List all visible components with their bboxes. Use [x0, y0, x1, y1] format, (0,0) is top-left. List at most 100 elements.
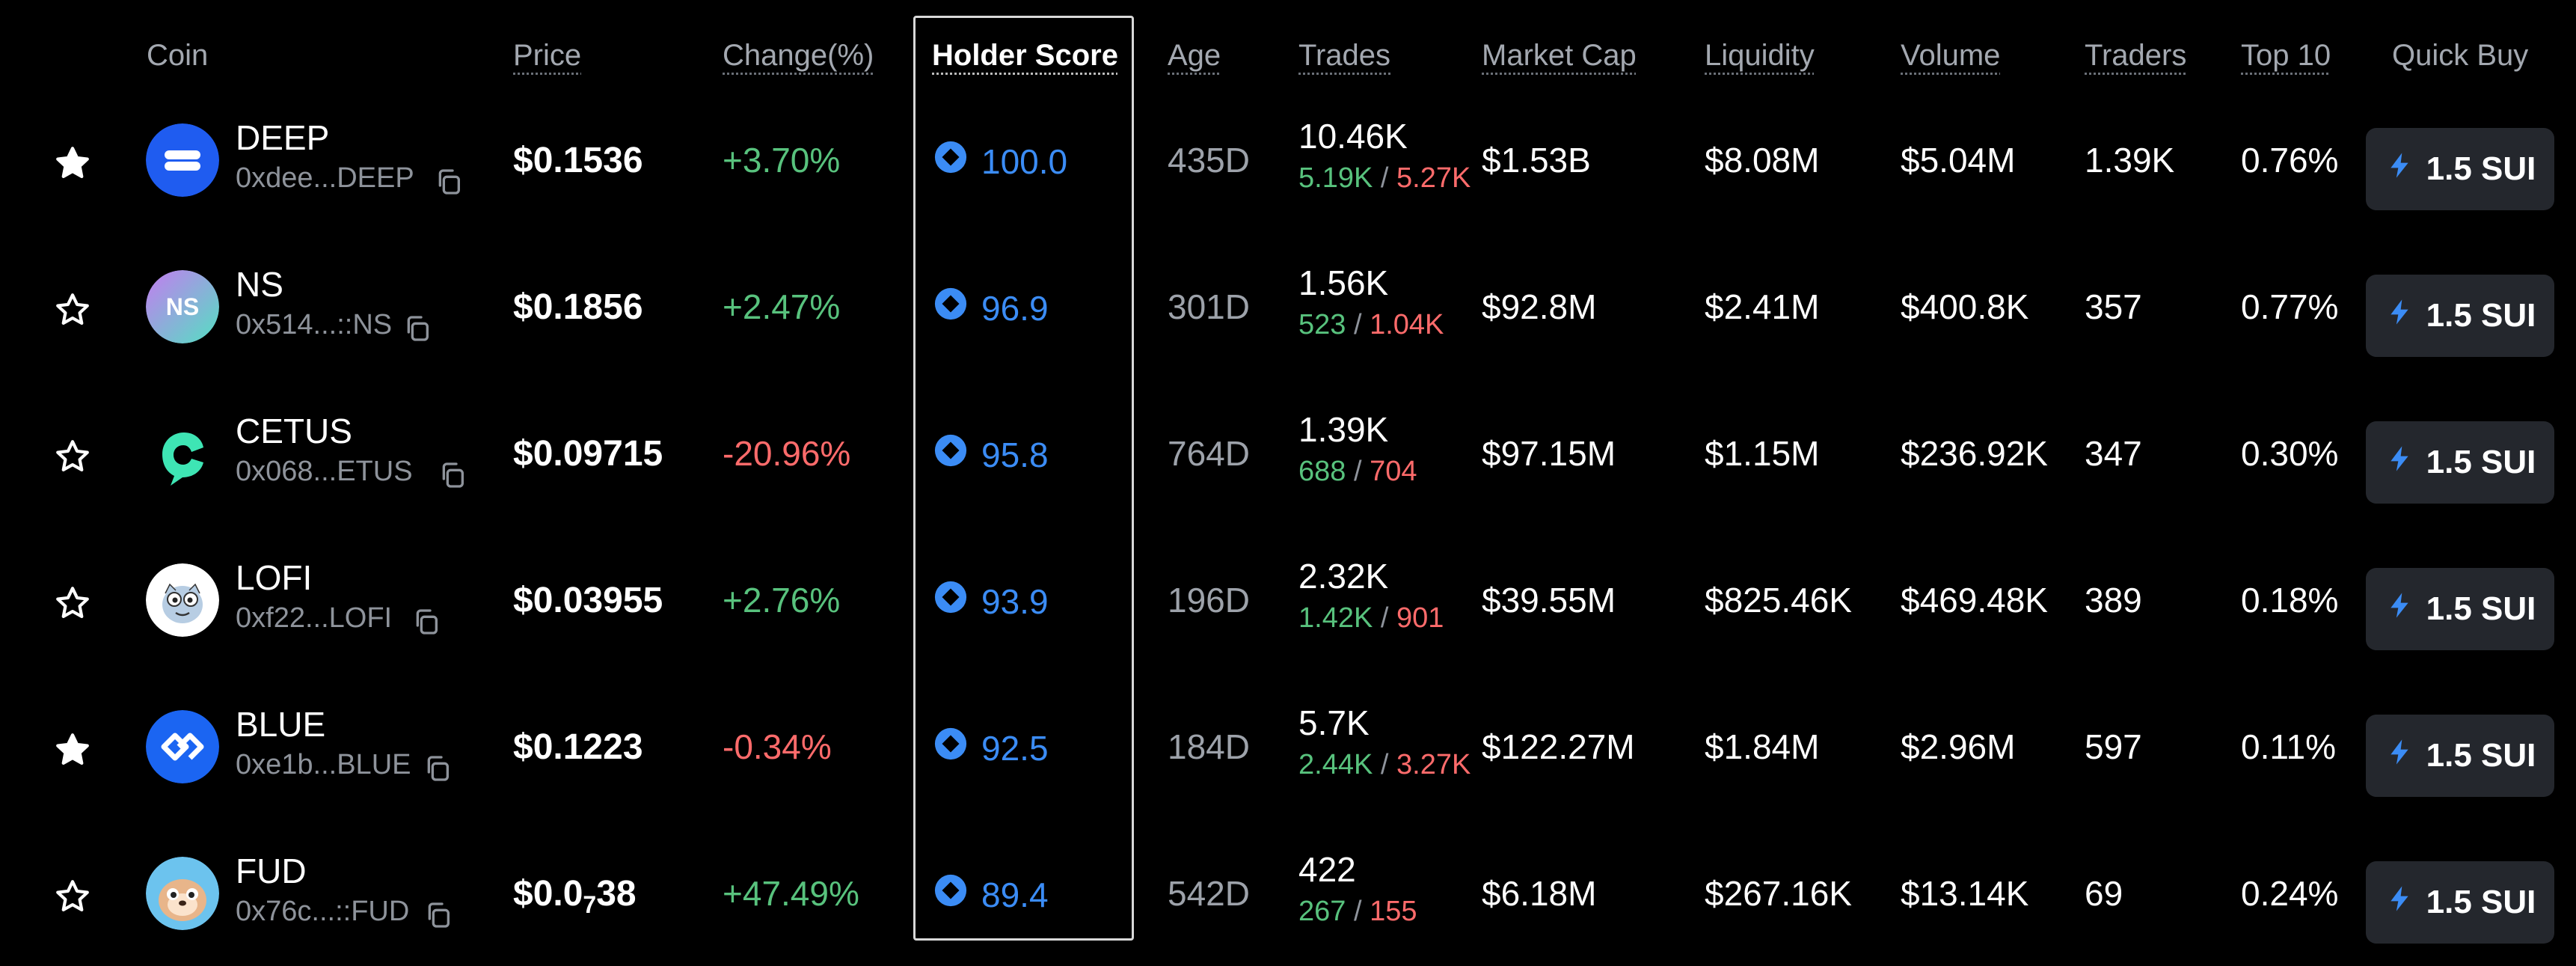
- price-change: -0.34%: [723, 727, 832, 766]
- table-row[interactable]: DEEP 0xdee...DEEP $0.1536 +3.70% 100.0 435D 10…: [0, 86, 2576, 233]
- col-header-top10[interactable]: Top 10: [2241, 39, 2331, 72]
- volume: $469.48K: [1901, 581, 2048, 620]
- token-price: $0.0738: [513, 874, 637, 918]
- volume: $13.14K: [1901, 874, 2029, 913]
- holder-score-icon: [933, 140, 968, 183]
- col-header-price[interactable]: Price: [513, 39, 582, 72]
- holder-score: 89.4: [933, 873, 1049, 916]
- col-header-trades[interactable]: Trades: [1298, 39, 1391, 72]
- svg-text:NS: NS: [166, 293, 199, 320]
- quick-buy-button[interactable]: 1.5 SUI: [2366, 128, 2554, 210]
- trades-buy-sell: 1.42K / 901: [1298, 602, 1444, 634]
- buy-count: 688: [1298, 456, 1346, 487]
- token-symbol[interactable]: DEEP: [236, 118, 330, 157]
- token-symbol[interactable]: LOFI: [236, 558, 313, 597]
- buy-count: 2.44K: [1298, 749, 1373, 780]
- price-change: +2.47%: [723, 287, 841, 326]
- token-symbol[interactable]: FUD: [236, 852, 307, 890]
- price-change: +2.76%: [723, 581, 841, 620]
- price-change: +47.49%: [723, 874, 859, 913]
- token-age: 301D: [1168, 287, 1250, 326]
- token-avatar: [146, 710, 219, 783]
- holder-score-icon: [933, 287, 968, 329]
- copy-icon[interactable]: [438, 460, 467, 490]
- top10-share: 0.77%: [2241, 287, 2339, 326]
- sell-count: 901: [1396, 602, 1444, 634]
- holder-score: 93.9: [933, 580, 1049, 623]
- favorite-star-icon[interactable]: [54, 144, 91, 182]
- quick-buy-button[interactable]: 1.5 SUI: [2366, 275, 2554, 357]
- lightning-icon: [2385, 444, 2414, 482]
- token-price: $0.1223: [513, 727, 643, 767]
- buy-count: 267: [1298, 896, 1346, 927]
- top10-share: 0.30%: [2241, 434, 2339, 473]
- token-price: $0.1536: [513, 141, 643, 180]
- market-cap: $39.55M: [1482, 581, 1616, 620]
- token-symbol[interactable]: BLUE: [236, 705, 326, 744]
- price-change: -20.96%: [723, 434, 851, 473]
- copy-icon[interactable]: [423, 753, 453, 783]
- quick-buy-button[interactable]: 1.5 SUI: [2366, 861, 2554, 944]
- holder-score-icon: [933, 727, 968, 769]
- col-header-volume[interactable]: Volume: [1901, 39, 2001, 72]
- table-row[interactable]: NS NS 0x514...::NS $0.1856 +2.47% 96.9 301D 1.5…: [0, 233, 2576, 379]
- trades-buy-sell: 523 / 1.04K: [1298, 309, 1444, 340]
- token-price: $0.1856: [513, 287, 643, 327]
- copy-icon[interactable]: [423, 900, 453, 930]
- favorite-star-icon[interactable]: [54, 731, 91, 768]
- traders-count: 597: [2085, 727, 2142, 766]
- token-symbol[interactable]: CETUS: [236, 412, 352, 450]
- col-header-market-cap[interactable]: Market Cap: [1482, 39, 1637, 72]
- col-header-liquidity[interactable]: Liquidity: [1705, 39, 1815, 72]
- col-header-holder-score[interactable]: Holder Score: [932, 39, 1118, 72]
- col-header-traders[interactable]: Traders: [2085, 39, 2187, 72]
- copy-icon[interactable]: [402, 314, 432, 343]
- trades-total: 2.32K: [1298, 557, 1389, 596]
- quick-buy-button[interactable]: 1.5 SUI: [2366, 421, 2554, 504]
- lightning-icon: [2385, 150, 2414, 189]
- liquidity: $8.08M: [1705, 141, 1820, 180]
- token-age: 764D: [1168, 434, 1250, 473]
- buy-count: 523: [1298, 309, 1346, 340]
- favorite-star-icon[interactable]: [54, 584, 91, 622]
- favorite-star-icon[interactable]: [54, 878, 91, 915]
- trades-total: 1.56K: [1298, 263, 1389, 302]
- quick-buy-button[interactable]: 1.5 SUI: [2366, 715, 2554, 797]
- lightning-icon: [2385, 297, 2414, 335]
- holder-score-column-highlight: [913, 16, 1134, 941]
- holder-score: 92.5: [933, 727, 1049, 769]
- copy-icon[interactable]: [434, 167, 464, 197]
- liquidity: $825.46K: [1705, 581, 1852, 620]
- liquidity: $2.41M: [1705, 287, 1820, 326]
- volume: $236.92K: [1901, 434, 2048, 473]
- table-row[interactable]: FUD 0x76c...::FUD $0.0738 +47.49% 89.4 542D 42…: [0, 819, 2576, 966]
- quick-buy-button[interactable]: 1.5 SUI: [2366, 568, 2554, 650]
- top10-share: 0.24%: [2241, 874, 2339, 913]
- sell-count: 704: [1370, 456, 1417, 487]
- trades-buy-sell: 5.19K / 5.27K: [1298, 162, 1471, 194]
- favorite-star-icon[interactable]: [54, 291, 91, 328]
- trades-buy-sell: 2.44K / 3.27K: [1298, 749, 1471, 780]
- table-row[interactable]: BLUE 0xe1b...BLUE $0.1223 -0.34% 92.5 184D 5.7…: [0, 673, 2576, 819]
- table-row[interactable]: LOFI 0xf22...LOFI $0.03955 +2.76% 93.9 196D 2.…: [0, 526, 2576, 673]
- token-avatar: [146, 563, 219, 637]
- holder-score-icon: [933, 580, 968, 623]
- traders-count: 357: [2085, 287, 2142, 326]
- col-header-age[interactable]: Age: [1168, 39, 1221, 72]
- col-header-change[interactable]: Change(%): [723, 39, 874, 72]
- liquidity: $1.15M: [1705, 434, 1820, 473]
- trades-total: 5.7K: [1298, 703, 1370, 742]
- token-age: 196D: [1168, 581, 1250, 620]
- token-symbol[interactable]: NS: [236, 265, 283, 304]
- lightning-icon: [2385, 737, 2414, 775]
- volume: $400.8K: [1901, 287, 2029, 326]
- token-price: $0.09715: [513, 434, 663, 474]
- token-address: 0xe1b...BLUE: [236, 749, 411, 780]
- copy-icon[interactable]: [411, 607, 441, 637]
- traders-count: 347: [2085, 434, 2142, 473]
- token-address: 0xf22...LOFI: [236, 602, 393, 634]
- table-row[interactable]: CETUS 0x068...ETUS $0.09715 -20.96% 95.8 764D…: [0, 379, 2576, 526]
- favorite-star-icon[interactable]: [54, 438, 91, 475]
- volume: $5.04M: [1901, 141, 2016, 180]
